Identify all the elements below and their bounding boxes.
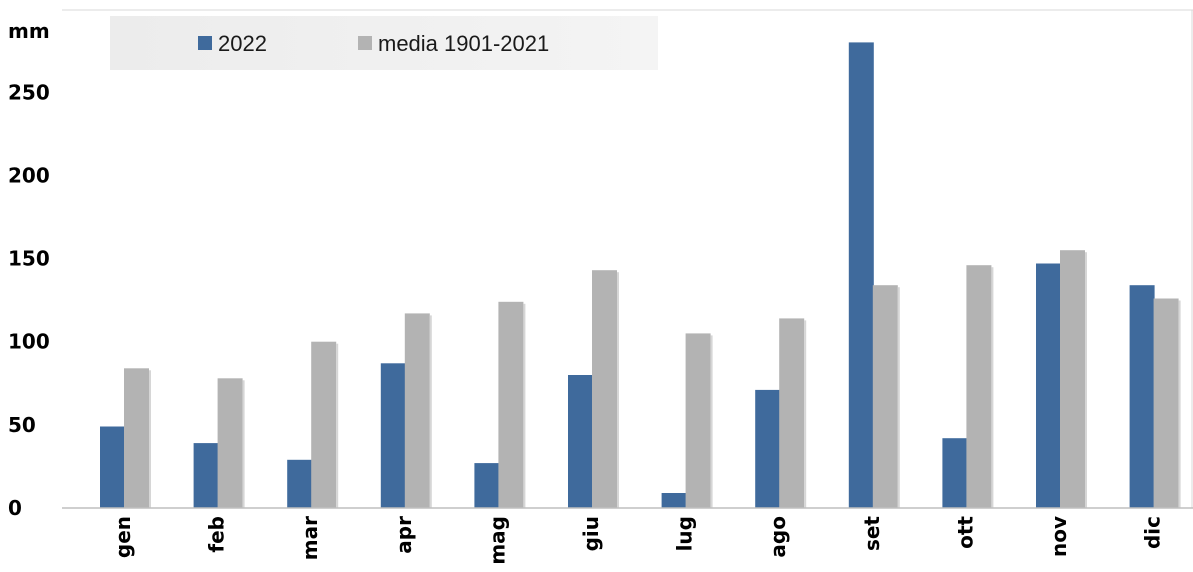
bar-2022-ago bbox=[755, 389, 781, 508]
x-tick-label-mar: mar bbox=[298, 516, 322, 560]
bar-shadow-media-mag bbox=[523, 303, 526, 508]
bar-media-ago bbox=[779, 318, 805, 508]
y-tick-label: 100 bbox=[8, 330, 50, 354]
legend-label-media: media 1901-2021 bbox=[378, 31, 549, 56]
bar-media-ott bbox=[966, 265, 992, 508]
bars bbox=[100, 42, 1181, 509]
bar-media-gen bbox=[124, 368, 149, 508]
bar-media-lug bbox=[685, 333, 711, 508]
x-tick-label-nov: nov bbox=[1047, 516, 1071, 557]
x-tick-label-lug: lug bbox=[673, 516, 697, 551]
bar-2022-gen bbox=[100, 426, 125, 508]
bar-2022-lug bbox=[661, 493, 687, 508]
bar-media-giu bbox=[592, 270, 617, 508]
bar-2022-feb bbox=[193, 443, 219, 508]
bar-shadow-media-lug bbox=[710, 335, 713, 508]
y-tick-label: 50 bbox=[8, 413, 36, 437]
bar-shadow-media-ago bbox=[804, 320, 807, 508]
x-tick-label-set: set bbox=[860, 516, 884, 551]
y-tick-label: 0 bbox=[8, 496, 22, 520]
bar-shadow-media-set bbox=[897, 287, 900, 508]
y-tick-label: 200 bbox=[8, 163, 50, 187]
y-axis-unit-label: mm bbox=[8, 19, 50, 43]
bar-shadow-media-dic bbox=[1178, 300, 1181, 508]
x-tick-label-dic: dic bbox=[1141, 516, 1165, 549]
bar-2022-ott bbox=[942, 438, 968, 508]
bar-media-dic bbox=[1153, 298, 1179, 508]
bar-2022-giu bbox=[568, 375, 593, 508]
x-tick-label-mag: mag bbox=[485, 516, 509, 565]
legend-label-2022: 2022 bbox=[218, 31, 267, 56]
bar-shadow-media-giu bbox=[617, 272, 619, 508]
bar-media-set bbox=[872, 285, 898, 508]
bar-media-mag bbox=[498, 301, 524, 508]
bar-2022-apr bbox=[380, 363, 406, 508]
bar-shadow-media-mar bbox=[336, 343, 339, 508]
bar-media-mar bbox=[311, 341, 337, 508]
x-tick-label-ago: ago bbox=[766, 516, 790, 558]
x-tick-label-ott: ott bbox=[953, 516, 977, 549]
bar-2022-set bbox=[848, 42, 874, 509]
bar-2022-dic bbox=[1129, 285, 1155, 508]
bar-media-nov bbox=[1060, 250, 1085, 508]
bar-shadow-media-apr bbox=[429, 315, 432, 508]
bar-2022-mar bbox=[287, 459, 313, 508]
bar-shadow-media-nov bbox=[1085, 252, 1087, 508]
x-tick-label-gen: gen bbox=[111, 516, 135, 558]
x-tick-label-giu: giu bbox=[579, 516, 603, 551]
bar-media-feb bbox=[217, 378, 243, 508]
bar-2022-nov bbox=[1036, 263, 1061, 508]
x-tick-label-feb: feb bbox=[205, 516, 229, 553]
bar-shadow-media-gen bbox=[149, 370, 151, 508]
bar-media-apr bbox=[404, 313, 430, 508]
bar-shadow-media-feb bbox=[242, 380, 245, 508]
bar-2022-mag bbox=[474, 463, 500, 508]
x-axis-ticks: gen feb mar apr mag giu lug ago set ott nov dic bbox=[111, 516, 1165, 565]
legend: 2022 media 1901-2021 bbox=[110, 16, 658, 70]
x-tick-label-apr: apr bbox=[392, 516, 416, 554]
legend-swatch-media bbox=[358, 36, 372, 50]
legend-swatch-2022 bbox=[198, 36, 212, 50]
y-tick-label: 150 bbox=[8, 247, 50, 271]
bar-shadow-media-ott bbox=[991, 267, 994, 508]
y-tick-label: 250 bbox=[8, 80, 50, 104]
y-axis-ticks: 0 50 100 150 200 250 bbox=[8, 80, 50, 520]
